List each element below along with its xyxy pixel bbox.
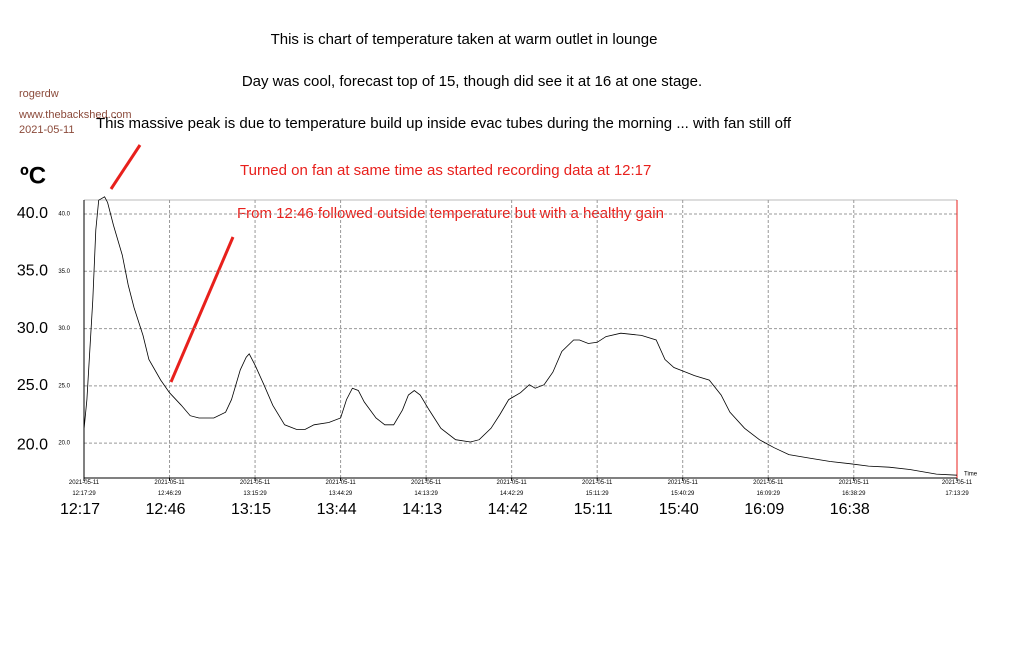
line <box>83 196 958 476</box>
x-tick-label: 2021-05-11 12:46:29 <box>154 480 185 497</box>
x-tick-label-large: 13:15 <box>231 501 271 518</box>
y-tick-label-large: 30.0 <box>17 320 48 337</box>
y-tick-label-large: 20.0 <box>17 436 48 453</box>
x-tick-label-large: 12:46 <box>146 501 186 518</box>
x-tick-label: 2021-05-11 12:17:29 <box>68 480 100 497</box>
y-tick-label: 25.0 <box>58 383 70 389</box>
x-tick-label-large: 13:44 <box>317 501 357 518</box>
arrow <box>169 236 235 383</box>
x-tick-label: 2021-05-11 14:42:29 <box>496 480 527 497</box>
y-tick-label: 20.0 <box>58 441 70 447</box>
x-tick-label: 2021-05-11 17:13:29 <box>941 480 973 497</box>
x-tick-label-large: 15:11 <box>574 501 613 518</box>
chart-subtitle: Day was cool, forecast top of 15, though… <box>242 73 702 90</box>
date: 2021-05-11 <box>19 124 75 136</box>
y-tick-label-large: 25.0 <box>17 377 48 394</box>
x-tick-label: 2021-05-11 16:09:29 <box>753 480 784 497</box>
y-tick-label: 40.0 <box>58 212 70 218</box>
y-tick-label-large: 40.0 <box>17 205 48 222</box>
x-tick-label-large: 14:42 <box>488 501 528 518</box>
x-axis-label: Time <box>964 472 978 478</box>
site: www.thebackshed.com <box>19 109 132 121</box>
x-tick-label: 2021-05-11 16:38:29 <box>838 480 869 497</box>
x-tick-label: 2021-05-11 15:40:29 <box>667 480 698 497</box>
arrow <box>109 144 142 190</box>
x-tick-label-large: 16:09 <box>744 501 784 518</box>
y-tick-label: 30.0 <box>58 326 70 332</box>
y-tick-label-large: 35.0 <box>17 262 48 279</box>
author: rogerdw <box>19 88 59 100</box>
x-tick-label: 2021-05-11 14:13:29 <box>410 480 442 497</box>
x-tick-label: 2021-05-11 13:15:29 <box>239 480 271 497</box>
x-tick-label-large: 15:40 <box>659 501 699 518</box>
x-tick-label-large: 12:17 <box>60 501 100 518</box>
x-tick-label: 2021-05-11 13:44:29 <box>325 480 356 497</box>
x-tick-label-large: 14:13 <box>402 501 442 518</box>
chart-title: This is chart of temperature taken at wa… <box>271 31 658 48</box>
annotation: From 12:46 followed outside temperature … <box>237 205 664 222</box>
y-axis-label: ºC <box>20 162 46 189</box>
y-tick-label: 35.0 <box>58 269 70 275</box>
annotation: Turned on fan at same time as started re… <box>240 162 651 179</box>
x-tick-label-large: 16:38 <box>830 501 870 518</box>
x-tick-label: 2021-05-11 15:11:29 <box>582 480 613 497</box>
annotation: This massive peak is due to temperature … <box>96 115 792 132</box>
